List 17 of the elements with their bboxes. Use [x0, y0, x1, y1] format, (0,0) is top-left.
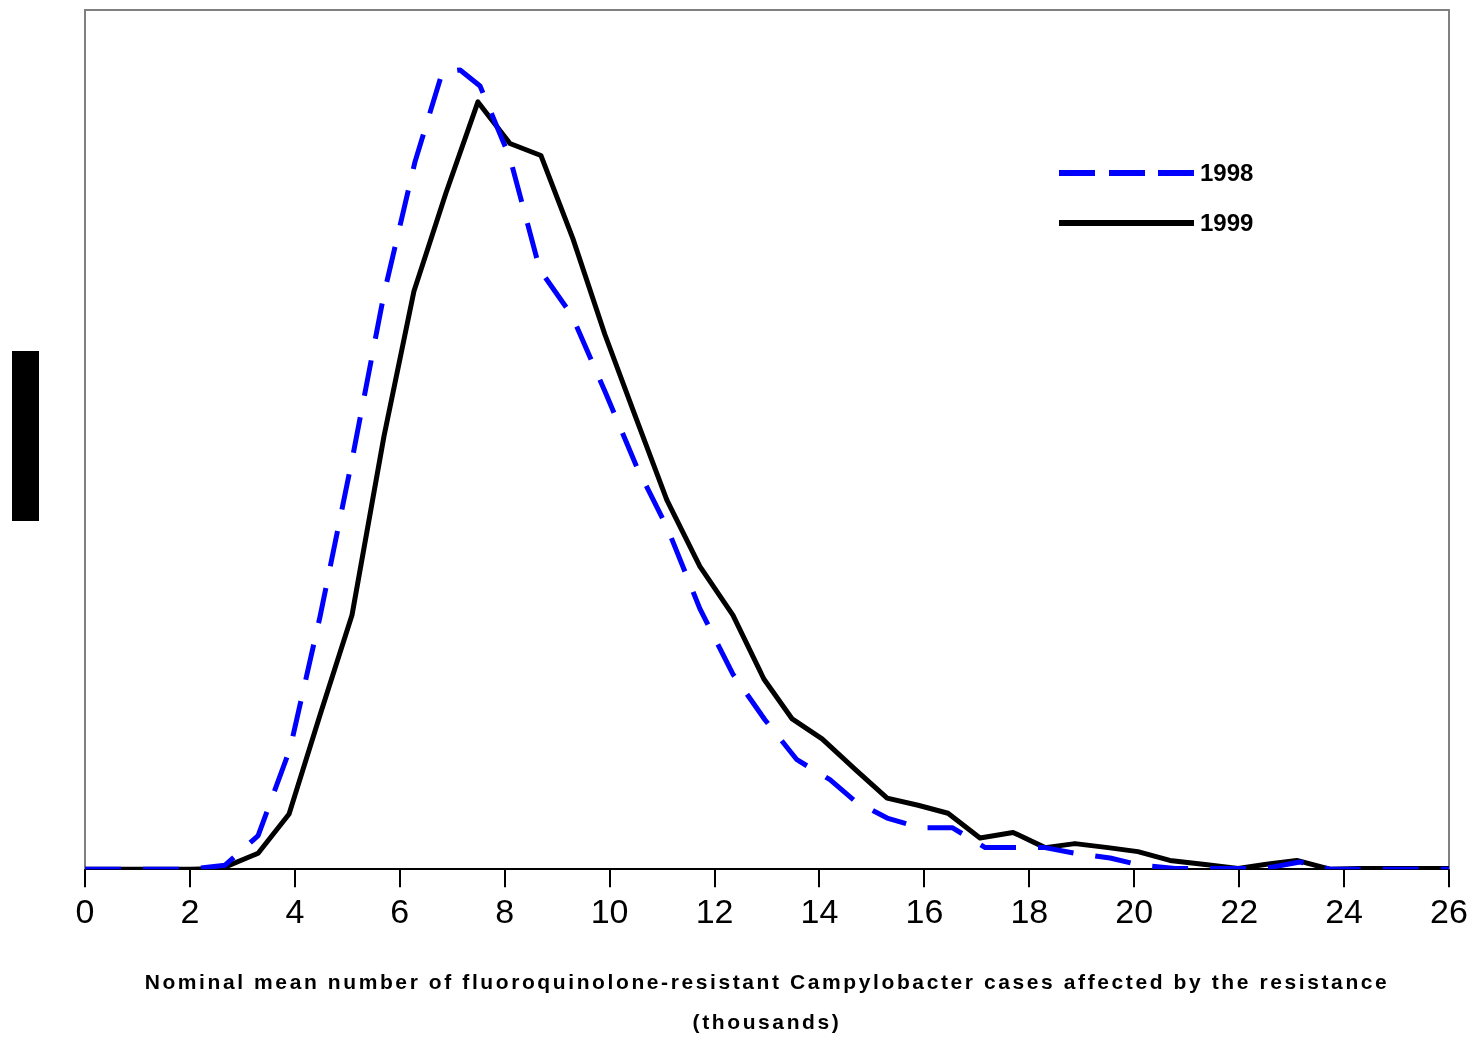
x-tick-label: 24 [1325, 891, 1363, 930]
legend-label: 1998 [1200, 159, 1254, 187]
x-tick-label: 6 [390, 891, 410, 930]
x-tick-label: 12 [695, 891, 734, 930]
x-tick-label: 8 [495, 891, 515, 930]
x-tick-label: 16 [905, 891, 944, 930]
x-tick-label: 22 [1220, 891, 1259, 930]
x-tick-label: 20 [1115, 891, 1154, 930]
x-tick-label: 14 [800, 891, 839, 930]
x-tick-label: 18 [1010, 891, 1049, 930]
x-tick-label: 0 [75, 891, 95, 930]
x-tick-label: 10 [590, 891, 629, 930]
legend-label: 1999 [1200, 209, 1254, 237]
x-tick-label: 2 [180, 891, 200, 930]
x-tick-label: 26 [1430, 891, 1468, 930]
x-tick-label: 4 [285, 891, 305, 930]
x-axis-title: Nominal mean number of fluoroquinolone-resistant Campylobacter cases affected by the resistance (thousands) [143, 969, 1391, 1035]
